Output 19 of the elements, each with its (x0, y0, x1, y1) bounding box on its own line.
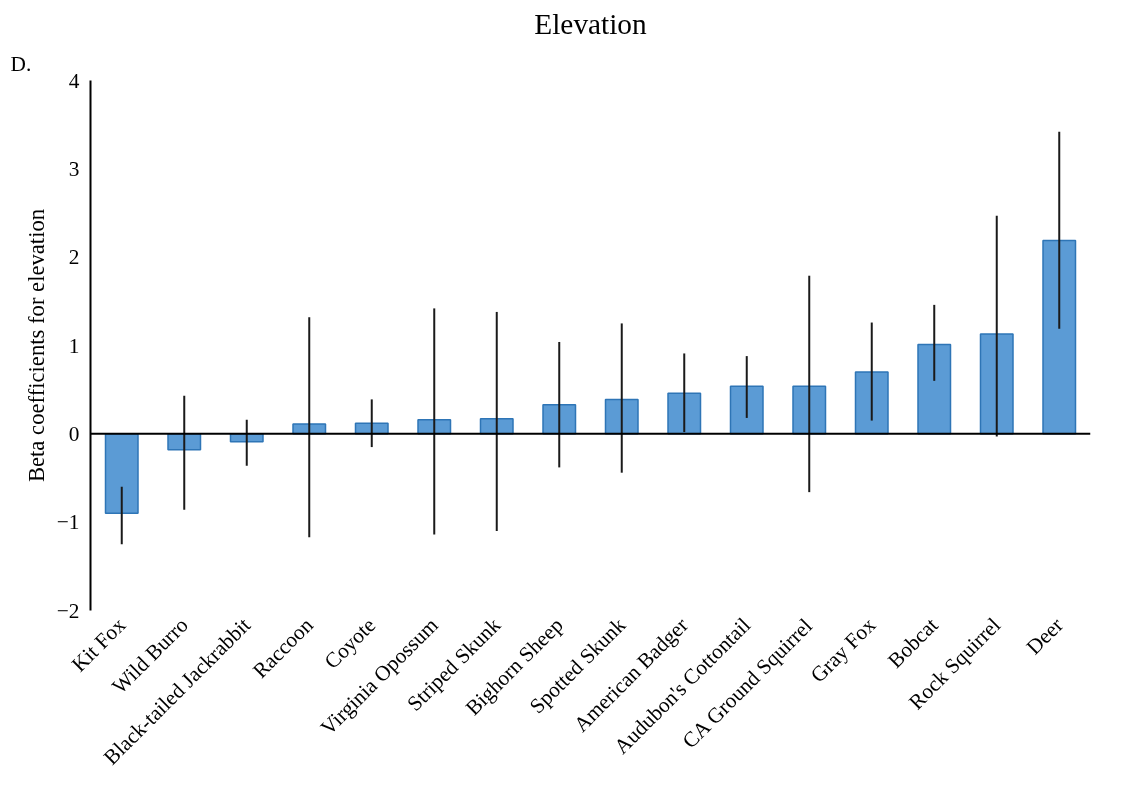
chart-title: Elevation (534, 7, 648, 40)
y-tick-label: 3 (68, 156, 80, 181)
bar (1042, 239, 1077, 435)
y-tick-label: −1 (56, 510, 80, 535)
y-tick-label: −2 (56, 598, 80, 623)
y-axis-title: Beta coefficients for elevation (23, 208, 49, 483)
text: D. (10, 51, 32, 76)
bar (667, 392, 702, 435)
bar (792, 385, 827, 435)
bar (729, 385, 764, 435)
bar (104, 433, 139, 515)
bar (854, 371, 889, 435)
bar (979, 333, 1014, 435)
y-tick-label: 0 (68, 421, 80, 446)
y-tick-label: 1 (68, 333, 80, 358)
bar (917, 343, 952, 435)
y-tick-label: 2 (68, 245, 80, 270)
y-tick-label: 4 (68, 68, 80, 93)
x-tick-label: Deer (1021, 613, 1068, 660)
